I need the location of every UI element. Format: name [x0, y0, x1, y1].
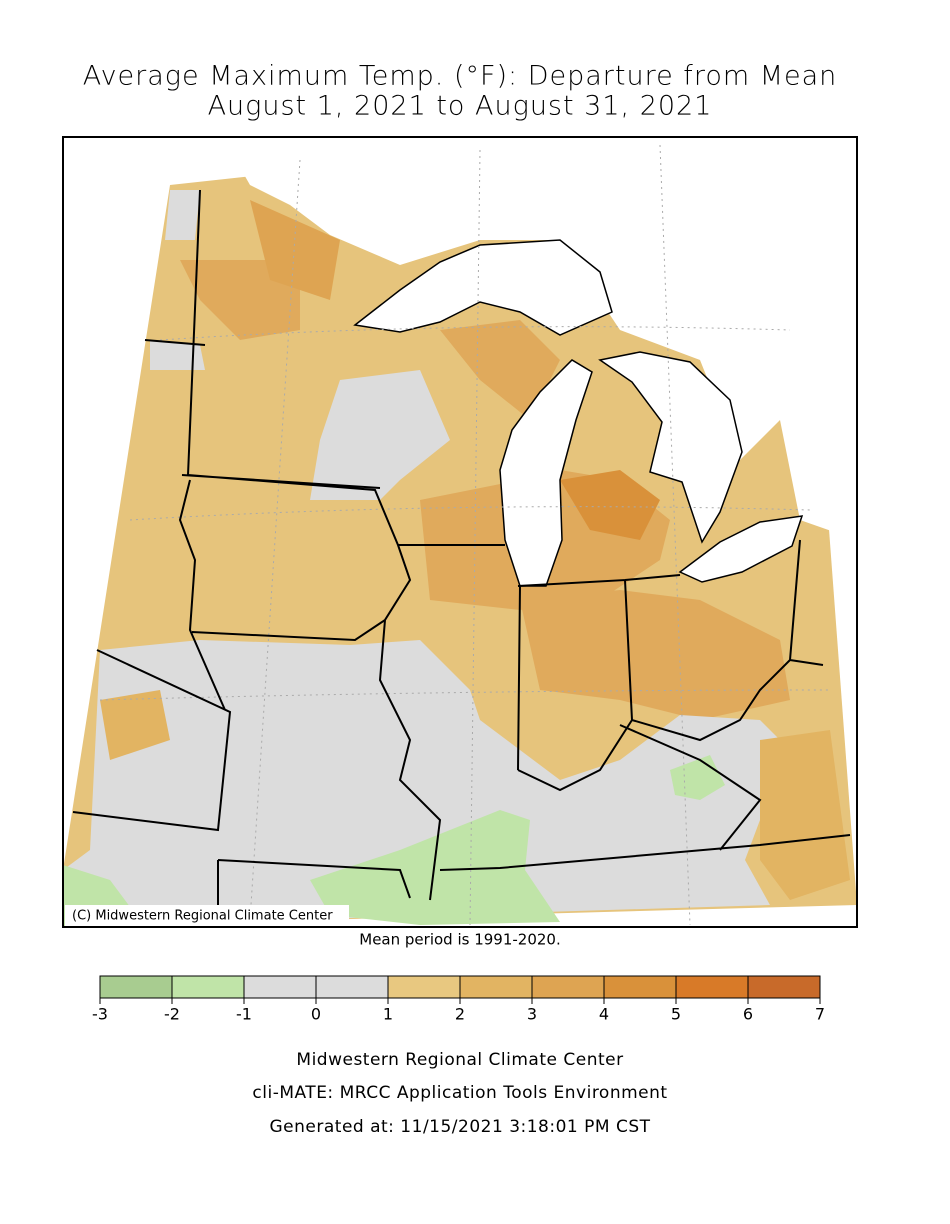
colorbar-tick-label: 0 — [311, 1005, 321, 1024]
lake-michigan — [499, 359, 593, 587]
normal-region — [310, 370, 450, 500]
colorbar-swatch — [675, 975, 749, 999]
graticule — [99, 144, 831, 926]
warm-region — [250, 200, 340, 300]
colorbar-tick-label: 2 — [455, 1005, 465, 1024]
colorbar-swatch — [531, 975, 605, 999]
colorbar-swatch — [747, 975, 821, 999]
colorbar-tick-label: -3 — [92, 1005, 108, 1024]
colorbar-swatch — [603, 975, 677, 999]
colorbar-swatch — [99, 975, 173, 999]
warm-region — [100, 690, 170, 760]
state-borders — [72, 189, 851, 927]
credit-box — [65, 905, 349, 926]
normal-region — [150, 340, 205, 370]
colorbar-tick-label: 3 — [527, 1005, 537, 1024]
colorbar-tick-label: -2 — [164, 1005, 180, 1024]
normal-region — [165, 190, 200, 240]
cool-region — [670, 755, 725, 800]
map-credit: (C) Midwestern Regional Climate Center — [72, 909, 333, 924]
footer-line: Generated at: 11/15/2021 3:18:01 PM CST — [270, 1117, 651, 1137]
map: (C) Midwestern Regional Climate Center — [62, 136, 858, 928]
footer-line: Midwestern Regional Climate Center — [296, 1050, 623, 1070]
warm-region — [440, 320, 560, 420]
title-line: August 1, 2021 to August 31, 2021 — [208, 91, 713, 122]
lake-superior — [353, 239, 613, 336]
map-frame — [62, 136, 858, 928]
colorbar-swatch — [387, 975, 461, 999]
footer-line: cli-MATE: MRCC Application Tools Environ… — [252, 1083, 667, 1103]
colorbar-tick-label: 6 — [743, 1005, 753, 1024]
colorbar-tick-label: 5 — [671, 1005, 681, 1024]
normal-region — [63, 640, 800, 927]
colorbar-tick-label: 4 — [599, 1005, 609, 1024]
warm-region — [560, 470, 660, 540]
warm-region — [760, 730, 850, 900]
canada — [230, 137, 857, 540]
colorbar-swatch — [171, 975, 245, 999]
colorbar-tick-label: 1 — [383, 1005, 393, 1024]
colorbar-tick-label: -1 — [236, 1005, 252, 1024]
colorbar-swatch — [315, 975, 389, 999]
title-line: Average Maximum Temp. (°F): Departure fr… — [83, 61, 838, 92]
colorbar: -3 -2 -1 0 1 2 3 4 5 6 7 — [92, 975, 825, 1024]
lake-huron — [598, 351, 743, 544]
colorbar-tick-label: 7 — [815, 1005, 825, 1024]
colorbar-swatch — [459, 975, 533, 999]
map-note: Mean period is 1991-2020. — [359, 931, 560, 949]
warm-region — [520, 590, 790, 720]
lake-erie — [678, 515, 804, 583]
colorbar-swatch — [243, 975, 317, 999]
